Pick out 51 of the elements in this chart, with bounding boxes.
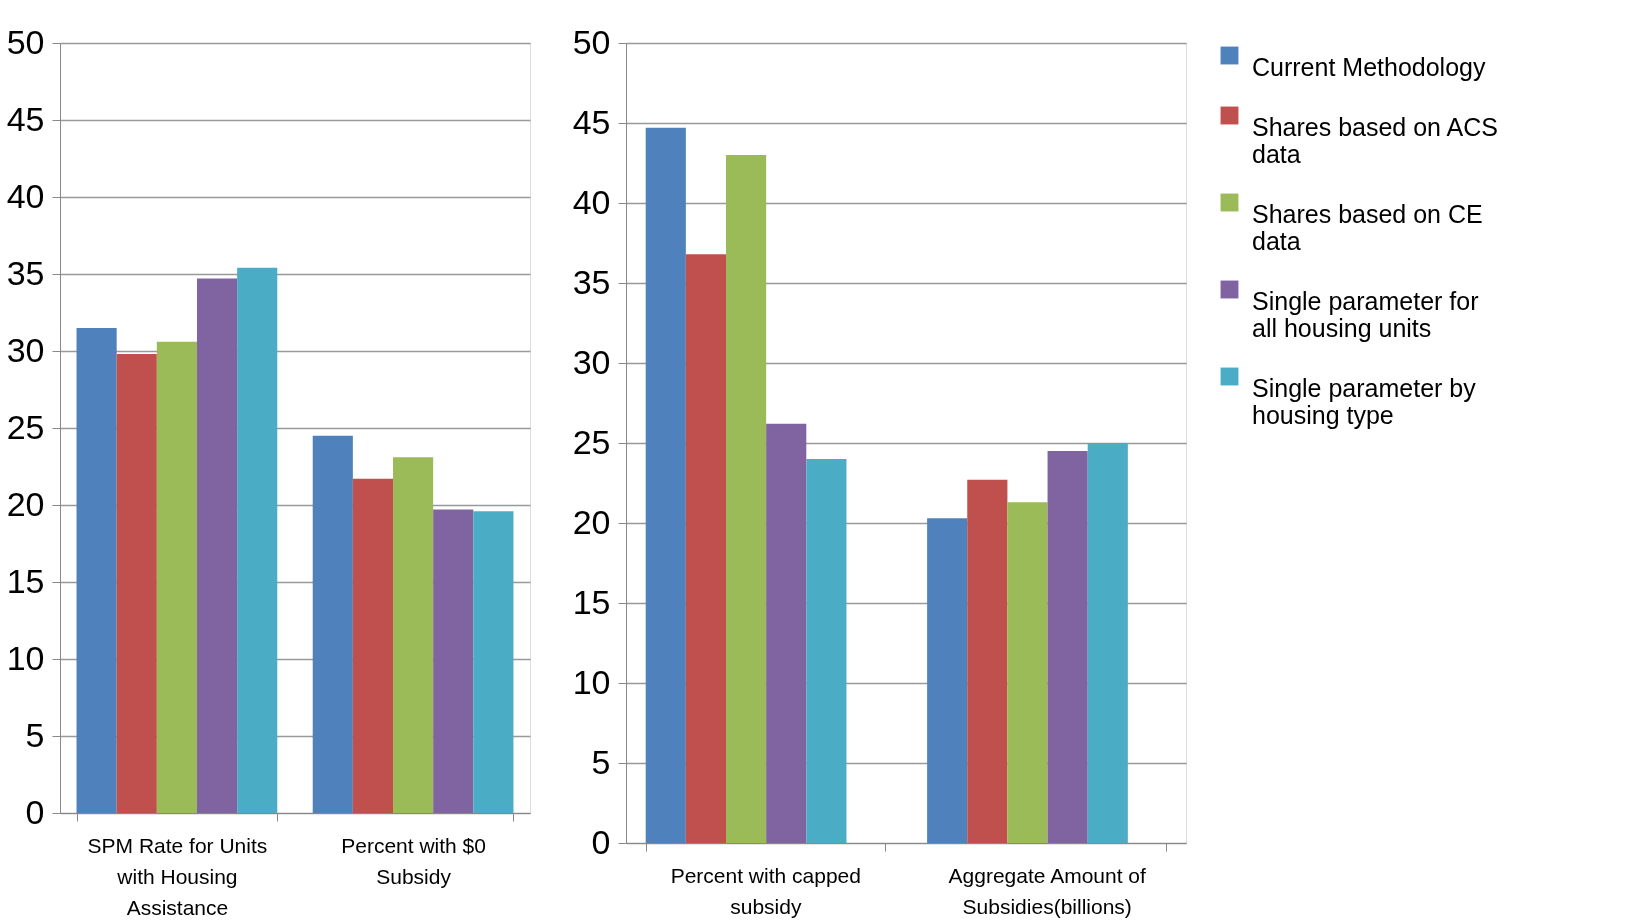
y-tick-label: 45 — [6, 99, 45, 138]
legend-label: Shares based on CE data — [1252, 199, 1483, 255]
y-tick-label: 5 — [591, 742, 611, 781]
y-tick-label: 10 — [572, 662, 611, 701]
y-tick-label: 5 — [25, 715, 45, 754]
y-tick-label: 35 — [6, 253, 45, 292]
y-tick-label: 20 — [6, 484, 45, 523]
y-tick-label: 30 — [6, 330, 45, 369]
bar — [76, 327, 117, 813]
x-tick-label: Percent with capped subsidy — [670, 863, 861, 918]
bar — [393, 457, 434, 813]
bar — [1007, 502, 1048, 843]
bar — [766, 423, 807, 843]
bar — [473, 511, 514, 813]
bar — [726, 155, 767, 843]
bar — [196, 278, 238, 813]
legend-label: Current Methodology — [1252, 52, 1486, 81]
y-tick-label: 0 — [25, 792, 45, 831]
legend-label: Shares based on ACS data — [1252, 112, 1498, 168]
y-tick-label: 25 — [572, 422, 611, 461]
bar — [927, 518, 968, 843]
legend-label: Single parameter by housing type — [1252, 373, 1477, 429]
bar — [685, 254, 726, 843]
bar — [967, 479, 1008, 843]
legend-label: Single parameter for all housing units — [1252, 286, 1479, 342]
x-tick-label: SPM Rate for Units with Housing Assistance — [87, 833, 268, 919]
bar — [352, 478, 394, 813]
bar — [645, 127, 686, 843]
y-tick-label: 45 — [572, 102, 611, 141]
bar — [433, 509, 474, 813]
y-tick-label: 40 — [6, 176, 45, 215]
y-tick-label: 30 — [572, 342, 611, 381]
bar — [1087, 443, 1128, 843]
bar — [116, 354, 157, 813]
y-tick-label: 35 — [572, 262, 611, 301]
y-tick-label: 50 — [6, 22, 45, 61]
y-tick-label: 0 — [591, 822, 611, 861]
bar — [237, 267, 278, 813]
x-tick-label: Aggregate Amount of Subsidies(billions) — [948, 863, 1147, 918]
bar — [806, 459, 847, 843]
y-tick-label: 10 — [6, 638, 45, 677]
bar — [156, 341, 197, 813]
x-tick-label: Percent with $0 Subsidy — [341, 833, 486, 888]
y-tick-label: 25 — [6, 407, 45, 446]
y-tick-label: 20 — [572, 502, 611, 541]
y-tick-label: 15 — [6, 561, 45, 600]
y-tick-label: 15 — [572, 582, 611, 621]
y-tick-label: 40 — [572, 182, 611, 221]
bar — [312, 435, 353, 813]
y-tick-label: 50 — [572, 22, 611, 61]
bar — [1047, 451, 1088, 843]
